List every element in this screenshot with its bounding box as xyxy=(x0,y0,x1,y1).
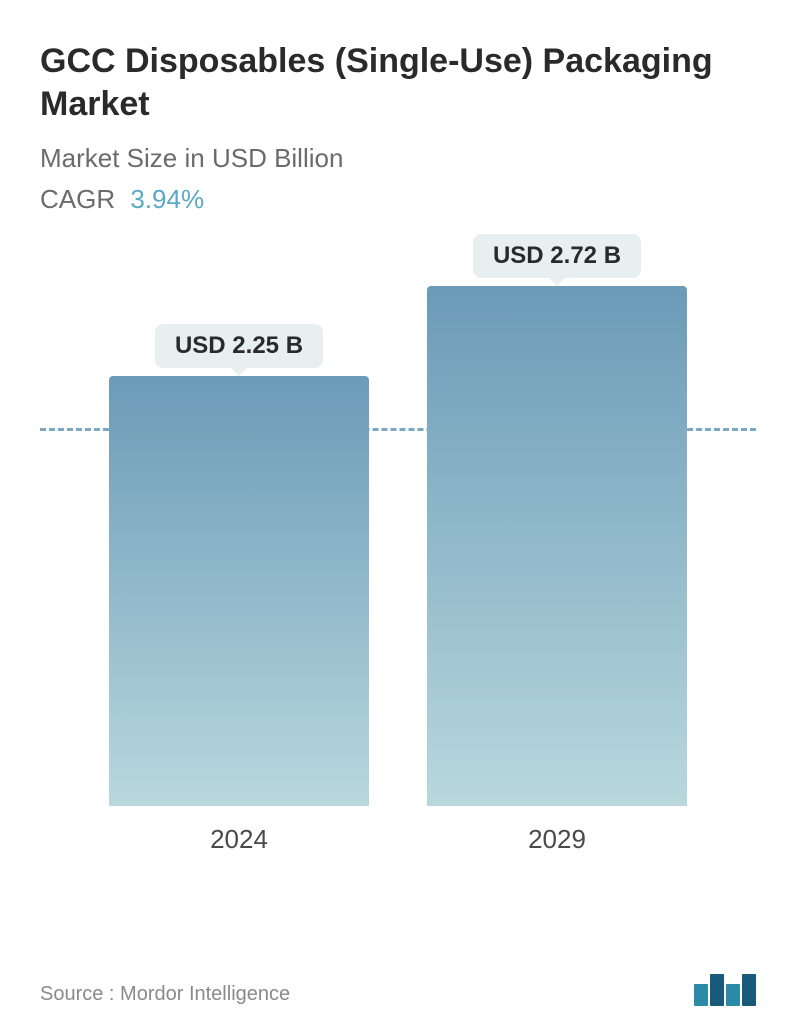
logo-bar xyxy=(726,984,740,1006)
logo-bar xyxy=(742,974,756,1006)
chart-area: USD 2.25 B 2024 USD 2.72 B 2029 xyxy=(40,275,756,905)
logo-bar xyxy=(694,984,708,1006)
brand-logo xyxy=(694,974,756,1006)
footer: Source : Mordor Intelligence xyxy=(40,974,756,1006)
bar-group-2024: USD 2.25 B 2024 xyxy=(99,324,379,855)
year-label-2024: 2024 xyxy=(210,824,268,855)
cagr-value: 3.94% xyxy=(130,184,204,214)
bar-group-2029: USD 2.72 B 2029 xyxy=(417,234,697,855)
bars-container: USD 2.25 B 2024 USD 2.72 B 2029 xyxy=(60,275,736,855)
source-text: Source : Mordor Intelligence xyxy=(40,983,290,1006)
bar-2029 xyxy=(427,286,687,806)
year-label-2029: 2029 xyxy=(528,824,586,855)
cagr-label: CAGR xyxy=(40,184,115,214)
chart-subtitle: Market Size in USD Billion xyxy=(40,143,756,174)
chart-title: GCC Disposables (Single-Use) Packaging M… xyxy=(40,40,756,125)
cagr-row: CAGR 3.94% xyxy=(40,184,756,215)
logo-bar xyxy=(710,974,724,1006)
header: GCC Disposables (Single-Use) Packaging M… xyxy=(40,40,756,215)
bar-2024 xyxy=(109,376,369,806)
value-label-2029: USD 2.72 B xyxy=(473,234,641,278)
value-label-2024: USD 2.25 B xyxy=(155,324,323,368)
